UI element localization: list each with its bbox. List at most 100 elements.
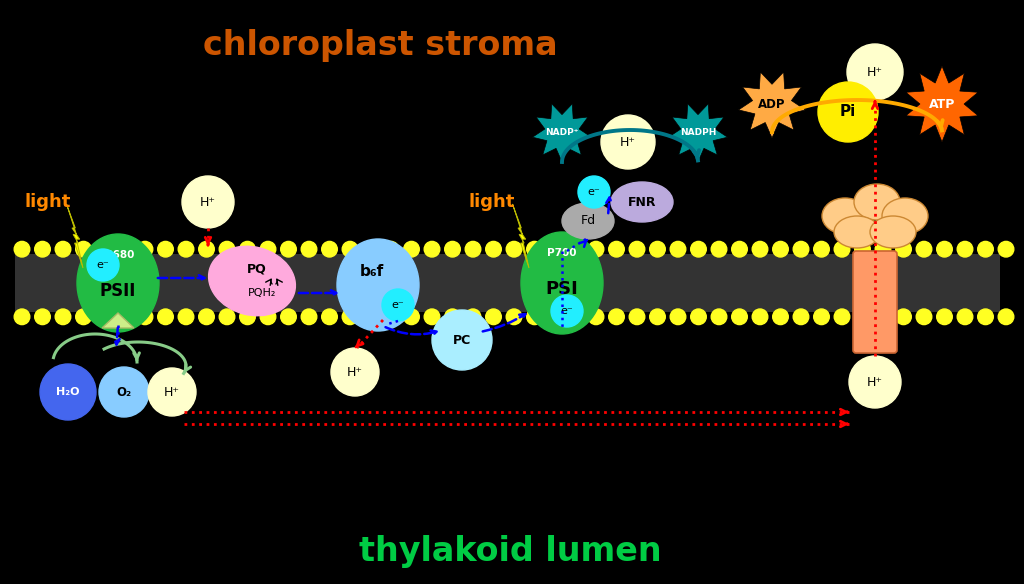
Circle shape [40,364,96,420]
Circle shape [383,309,398,325]
Circle shape [691,241,707,257]
Circle shape [649,241,666,257]
Circle shape [547,241,563,257]
Ellipse shape [834,216,880,248]
Circle shape [14,309,30,325]
Circle shape [794,309,809,325]
Text: H⁺: H⁺ [867,376,883,388]
Circle shape [916,309,932,325]
Circle shape [876,241,891,257]
Circle shape [465,241,481,257]
Circle shape [87,249,119,281]
Circle shape [424,241,439,257]
Circle shape [753,241,768,257]
Text: e⁻: e⁻ [588,187,600,197]
Circle shape [281,241,296,257]
Circle shape [916,241,932,257]
Circle shape [137,241,153,257]
Circle shape [691,309,707,325]
Circle shape [424,309,439,325]
Circle shape [773,309,788,325]
Circle shape [465,309,481,325]
Circle shape [219,309,234,325]
Text: chloroplast stroma: chloroplast stroma [203,30,557,62]
Circle shape [818,82,878,142]
Circle shape [158,309,173,325]
Circle shape [301,309,316,325]
Circle shape [547,309,563,325]
Circle shape [937,309,952,325]
Circle shape [76,241,91,257]
Circle shape [896,241,911,257]
Circle shape [76,309,91,325]
Ellipse shape [337,239,419,331]
Polygon shape [512,204,529,268]
Circle shape [137,309,153,325]
Text: light: light [25,193,72,211]
Circle shape [732,309,748,325]
Circle shape [957,241,973,257]
Circle shape [876,309,891,325]
Circle shape [847,44,903,100]
Circle shape [342,309,357,325]
Circle shape [794,241,809,257]
Text: H⁺: H⁺ [347,366,362,378]
Circle shape [629,309,645,325]
Circle shape [855,309,870,325]
Text: Pi: Pi [840,105,856,120]
Ellipse shape [209,246,295,316]
Circle shape [178,241,194,257]
Circle shape [567,309,584,325]
Circle shape [485,309,502,325]
Circle shape [567,241,584,257]
Circle shape [835,241,850,257]
Circle shape [182,176,234,228]
Circle shape [506,309,522,325]
Text: e⁻: e⁻ [560,306,573,316]
Circle shape [444,241,461,257]
Ellipse shape [611,182,673,222]
Text: ATP: ATP [929,98,955,110]
Text: e⁻: e⁻ [391,300,404,310]
Ellipse shape [822,198,868,234]
Circle shape [578,176,610,208]
Polygon shape [906,66,978,142]
Circle shape [14,241,30,257]
Circle shape [55,241,71,257]
Circle shape [158,241,173,257]
Text: ADP: ADP [758,98,785,110]
Circle shape [608,241,625,257]
Circle shape [403,309,419,325]
Text: light: light [469,193,515,211]
Circle shape [199,241,214,257]
Circle shape [240,309,255,325]
Circle shape [849,356,901,408]
Text: thylakoid lumen: thylakoid lumen [358,536,662,568]
Circle shape [432,310,492,370]
Circle shape [998,309,1014,325]
Circle shape [753,309,768,325]
Circle shape [957,309,973,325]
Circle shape [117,309,132,325]
Circle shape [670,309,686,325]
Text: H₂O: H₂O [56,387,80,397]
Polygon shape [532,104,592,162]
Circle shape [55,309,71,325]
Circle shape [383,241,398,257]
Circle shape [444,309,461,325]
Polygon shape [67,204,83,268]
Circle shape [240,241,255,257]
Circle shape [896,309,911,325]
Circle shape [148,368,196,416]
Text: PSI: PSI [546,280,579,298]
Circle shape [608,309,625,325]
Circle shape [35,241,50,257]
Ellipse shape [882,198,928,234]
Circle shape [331,348,379,396]
Circle shape [551,295,583,327]
Circle shape [998,241,1014,257]
Text: PSII: PSII [99,282,136,300]
Text: H⁺: H⁺ [620,135,636,148]
Text: P700: P700 [547,248,577,258]
Circle shape [937,241,952,257]
